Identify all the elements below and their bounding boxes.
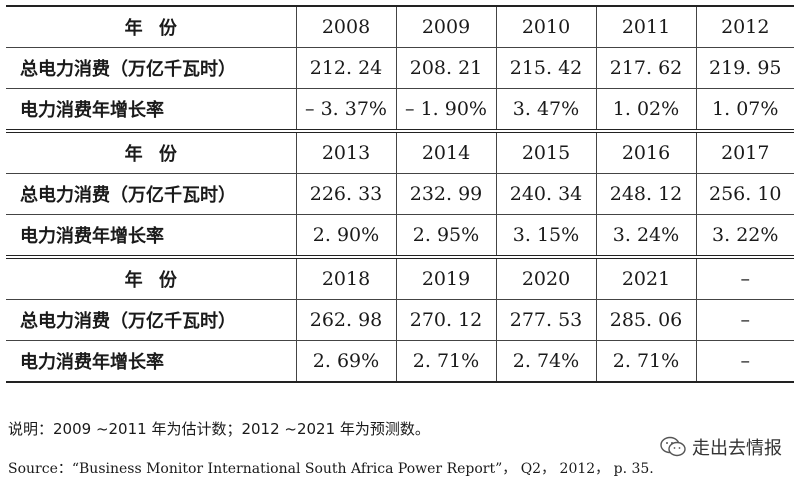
row-label: 总电力消费（万亿千瓦时） xyxy=(6,299,297,341)
value-cell: 248. 12 xyxy=(596,173,697,215)
year-header-label: 年份 xyxy=(6,5,297,48)
value-cell: 215. 42 xyxy=(496,47,597,89)
value-cell: 212. 24 xyxy=(296,47,397,89)
value-cell: 270. 12 xyxy=(396,299,497,341)
year-row: 年份 2013 2014 2015 2016 2017 xyxy=(6,129,794,174)
year-cell: – xyxy=(696,255,794,300)
value-cell: 232. 99 xyxy=(396,173,497,215)
value-cell: 219. 95 xyxy=(696,47,794,89)
value-cell: 2. 69% xyxy=(296,340,397,383)
year-cell: 2011 xyxy=(596,5,697,48)
value-cell: 256. 10 xyxy=(696,173,794,215)
watermark-text: 走出去情报 xyxy=(692,438,782,459)
year-header-label: 年份 xyxy=(6,255,297,300)
table-source: Source：“Business Monitor International S… xyxy=(8,461,654,477)
growth-row: 电力消费年增长率 – 3. 37% – 1. 90% 3. 47% 1. 02% 1. 0… xyxy=(6,88,794,132)
row-label: 总电力消费（万亿千瓦时） xyxy=(6,173,297,215)
value-cell: 262. 98 xyxy=(296,299,397,341)
value-cell: 3. 24% xyxy=(596,214,697,258)
table-body: 年份 2008 2009 2010 2011 2012 总电力消费（万亿千瓦时） 212. 2… xyxy=(6,5,794,383)
year-cell: 2008 xyxy=(296,5,397,48)
year-cell: 2020 xyxy=(496,255,597,300)
year-cell: 2017 xyxy=(696,129,794,174)
value-cell: 240. 34 xyxy=(496,173,597,215)
value-cell: 277. 53 xyxy=(496,299,597,341)
year-header-label: 年份 xyxy=(6,129,297,174)
row-label: 电力消费年增长率 xyxy=(6,340,297,383)
year-cell: 2013 xyxy=(296,129,397,174)
electricity-consumption-table: 年份 2008 2009 2010 2011 2012 总电力消费（万亿千瓦时） 212. 2… xyxy=(6,5,794,383)
value-cell: 1. 02% xyxy=(596,88,697,132)
value-cell: 3. 15% xyxy=(496,214,597,258)
row-label: 总电力消费（万亿千瓦时） xyxy=(6,47,297,89)
value-cell: 285. 06 xyxy=(596,299,697,341)
value-cell: 2. 90% xyxy=(296,214,397,258)
year-cell: 2015 xyxy=(496,129,597,174)
table-note: 说明：2009 ~2011 年为估计数；2012 ~2021 年为预测数。 xyxy=(8,420,430,438)
value-cell: 2. 71% xyxy=(396,340,497,383)
value-cell: 2. 95% xyxy=(396,214,497,258)
row-label: 电力消费年增长率 xyxy=(6,88,297,132)
year-row: 年份 2008 2009 2010 2011 2012 xyxy=(6,5,794,48)
value-cell: 1. 07% xyxy=(696,88,794,132)
value-cell: 226. 33 xyxy=(296,173,397,215)
year-cell: 2012 xyxy=(696,5,794,48)
wechat-icon xyxy=(660,436,686,457)
year-cell: 2016 xyxy=(596,129,697,174)
consumption-row: 总电力消费（万亿千瓦时） 226. 33 232. 99 240. 34 248. 12… xyxy=(6,173,794,215)
value-cell: – xyxy=(696,340,794,383)
consumption-row: 总电力消费（万亿千瓦时） 212. 24 208. 21 215. 42 217. 62… xyxy=(6,47,794,89)
consumption-row: 总电力消费（万亿千瓦时） 262. 98 270. 12 277. 53 285. 06… xyxy=(6,299,794,341)
value-cell: 3. 22% xyxy=(696,214,794,258)
value-cell: 2. 71% xyxy=(596,340,697,383)
value-cell: 208. 21 xyxy=(396,47,497,89)
growth-row: 电力消费年增长率 2. 69% 2. 71% 2. 74% 2. 71% – xyxy=(6,340,794,383)
value-cell: 217. 62 xyxy=(596,47,697,89)
year-cell: 2014 xyxy=(396,129,497,174)
row-label: 电力消费年增长率 xyxy=(6,214,297,258)
year-row: 年份 2018 2019 2020 2021– xyxy=(6,255,794,300)
value-cell: – xyxy=(696,299,794,341)
value-cell: – 1. 90% xyxy=(396,88,497,132)
year-cell: 2019 xyxy=(396,255,497,300)
value-cell: – 3. 37% xyxy=(296,88,397,132)
value-cell: 2. 74% xyxy=(496,340,597,383)
watermark: 走出去情报 xyxy=(660,434,782,460)
year-cell: 2010 xyxy=(496,5,597,48)
growth-row: 电力消费年增长率 2. 90% 2. 95% 3. 15% 3. 24% 3. 22% xyxy=(6,214,794,258)
year-cell: 2018 xyxy=(296,255,397,300)
year-cell: 2009 xyxy=(396,5,497,48)
value-cell: 3. 47% xyxy=(496,88,597,132)
year-cell: 2021 xyxy=(596,255,697,300)
